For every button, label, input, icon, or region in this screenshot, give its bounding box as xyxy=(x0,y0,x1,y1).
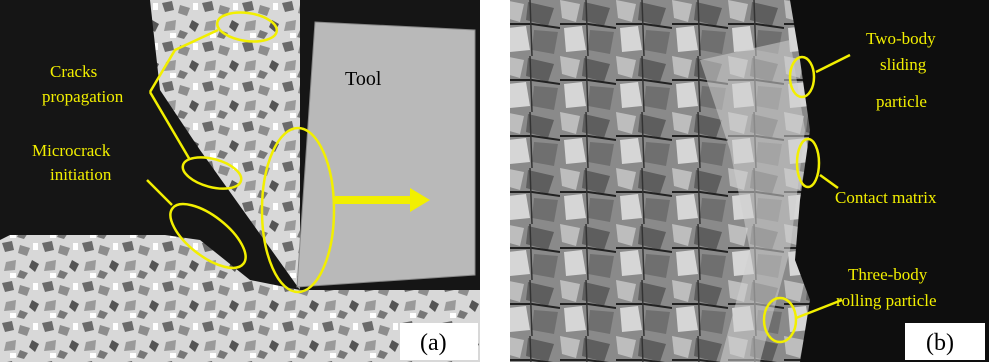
annotation: Microcrack xyxy=(32,141,111,160)
annotation: Cracks xyxy=(50,62,97,81)
panel-b: Two-body sliding particle Contact matrix… xyxy=(510,0,989,362)
annotation: Contact matrix xyxy=(835,188,937,207)
tool-label: Tool xyxy=(345,68,382,90)
annotation: particle xyxy=(876,92,927,111)
annotation: propagation xyxy=(42,87,124,106)
annotation: rolling particle xyxy=(836,291,937,310)
annotation: Three-body xyxy=(848,265,928,284)
panel-label: (b) xyxy=(926,330,954,356)
panel-a: Tool Cracks propagation Microcrack initi… xyxy=(0,0,480,362)
panel-label: (a) xyxy=(420,330,447,356)
annotation: initiation xyxy=(50,165,112,184)
figure: Tool Cracks propagation Microcrack initi… xyxy=(0,0,989,362)
annotation: sliding xyxy=(880,55,927,74)
annotation: Two-body xyxy=(866,29,936,48)
